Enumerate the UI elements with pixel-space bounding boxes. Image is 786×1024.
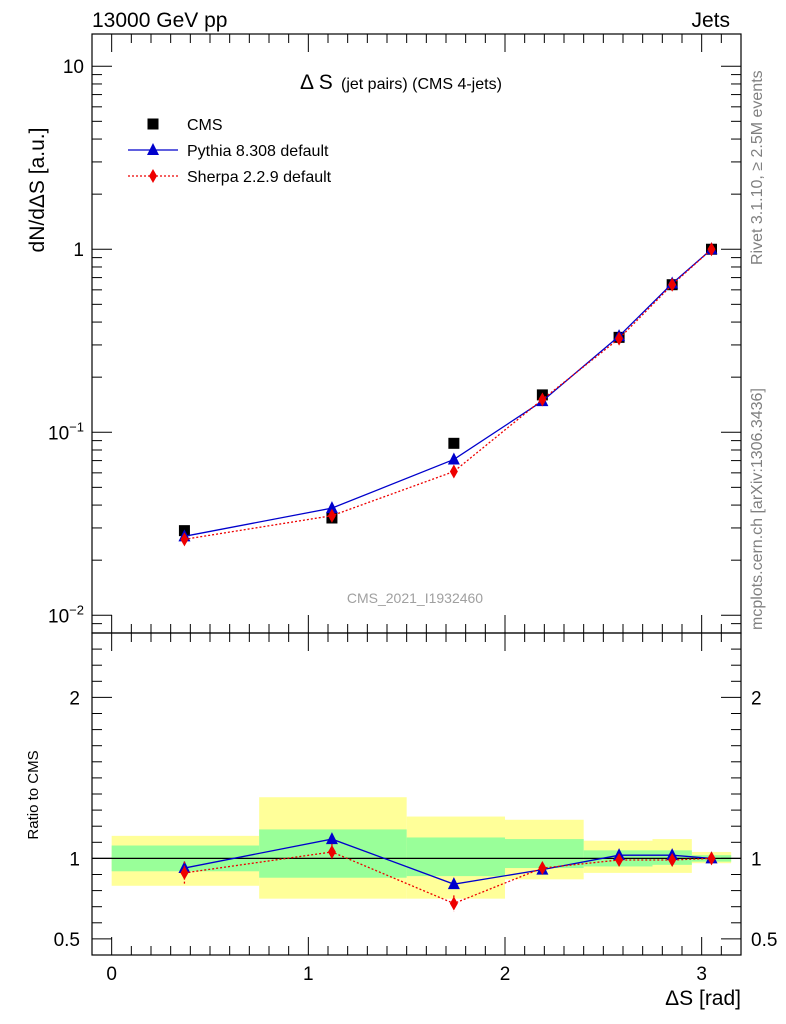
sherpa-ratio-point xyxy=(668,853,677,868)
y-tick-label-main: 10−1 xyxy=(48,419,84,444)
analysis-watermark: CMS_2021_I1932460 xyxy=(347,590,483,606)
legend-marker-sherpa xyxy=(149,169,157,183)
x-tick-label: 3 xyxy=(696,964,707,985)
uncertainty-band-inner xyxy=(505,839,584,869)
sherpa-ratio-point xyxy=(180,865,189,880)
sherpa-ratio-point xyxy=(449,896,458,911)
sherpa-data-point xyxy=(615,331,624,346)
plot-title-main: Δ S xyxy=(300,71,333,94)
sherpa-ratio-point xyxy=(538,861,547,876)
pythia-ratio-point xyxy=(447,877,460,890)
y-tick-label-ratio: 2 xyxy=(69,688,80,709)
plot-title-sub: (jet pairs) (CMS 4-jets) xyxy=(341,76,502,93)
sherpa-data-point xyxy=(707,242,716,257)
legend-marker-cms xyxy=(147,118,159,130)
y-axis-label-ratio: Ratio to CMS xyxy=(25,750,42,839)
legend-marker-pythia xyxy=(147,143,159,155)
mcplots-label: mcplots.cern.ch [arXiv:1306.3436] xyxy=(749,388,766,630)
main-plot-panel: 10−2 10−1 1 10 Δ S (jet pairs) (CMS 4-jets)… xyxy=(26,33,742,634)
x-tick-label: 0 xyxy=(106,964,117,985)
sherpa-data-point xyxy=(668,277,677,292)
sherpa-data-point xyxy=(327,508,336,523)
y-tick-label-ratio-right: 0.5 xyxy=(751,930,777,951)
legend-label-sherpa: Sherpa 2.2.9 default xyxy=(187,169,332,186)
pythia-series-line xyxy=(184,248,712,537)
y-axis-label-main: dN/dΔS [a.u.] xyxy=(26,128,49,253)
sherpa-data-point xyxy=(180,532,189,547)
ratio-plot-frame xyxy=(91,632,742,956)
cms-data-point xyxy=(448,437,460,449)
y-tick-label-ratio-right: 1 xyxy=(751,849,762,870)
rivet-version-label: Rivet 3.1.10, ≥ 2.5M events xyxy=(749,70,766,265)
y-tick-label-main: 10 xyxy=(63,57,84,78)
pythia-data-point xyxy=(447,452,460,465)
sherpa-ratio-point xyxy=(327,844,336,859)
x-tick-label: 2 xyxy=(500,964,511,985)
ratio-plot-panel: 0 1 2 3 0.5 0.5 1 1 2 2 Ratio to CMS ΔS [rad] xyxy=(25,632,777,1010)
legend: CMS Pythia 8.308 default Sherpa 2.2.9 defa… xyxy=(128,117,332,186)
pythia-data-point xyxy=(325,501,338,514)
y-tick-label-ratio-right: 2 xyxy=(751,688,762,709)
sherpa-data-point xyxy=(538,392,547,407)
legend-label-pythia: Pythia 8.308 default xyxy=(187,143,329,160)
x-tick-label: 1 xyxy=(303,964,314,985)
sherpa-data-point xyxy=(449,464,458,479)
legend-label-cms: CMS xyxy=(187,117,223,134)
y-tick-label-main: 1 xyxy=(73,240,84,261)
header-process-label: Jets xyxy=(691,9,730,32)
sherpa-ratio-point xyxy=(707,851,716,866)
header-energy-label: 13000 GeV pp xyxy=(92,9,227,32)
uncertainty-band-inner xyxy=(406,837,505,877)
pythia-ratio-point xyxy=(325,832,338,845)
y-tick-label-ratio: 1 xyxy=(69,849,80,870)
y-tick-label-main: 10−2 xyxy=(48,602,84,627)
sherpa-series-line xyxy=(184,248,712,540)
y-tick-label-ratio: 0.5 xyxy=(54,930,80,951)
sherpa-ratio-point xyxy=(615,853,624,868)
x-axis-label: ΔS [rad] xyxy=(665,987,741,1010)
